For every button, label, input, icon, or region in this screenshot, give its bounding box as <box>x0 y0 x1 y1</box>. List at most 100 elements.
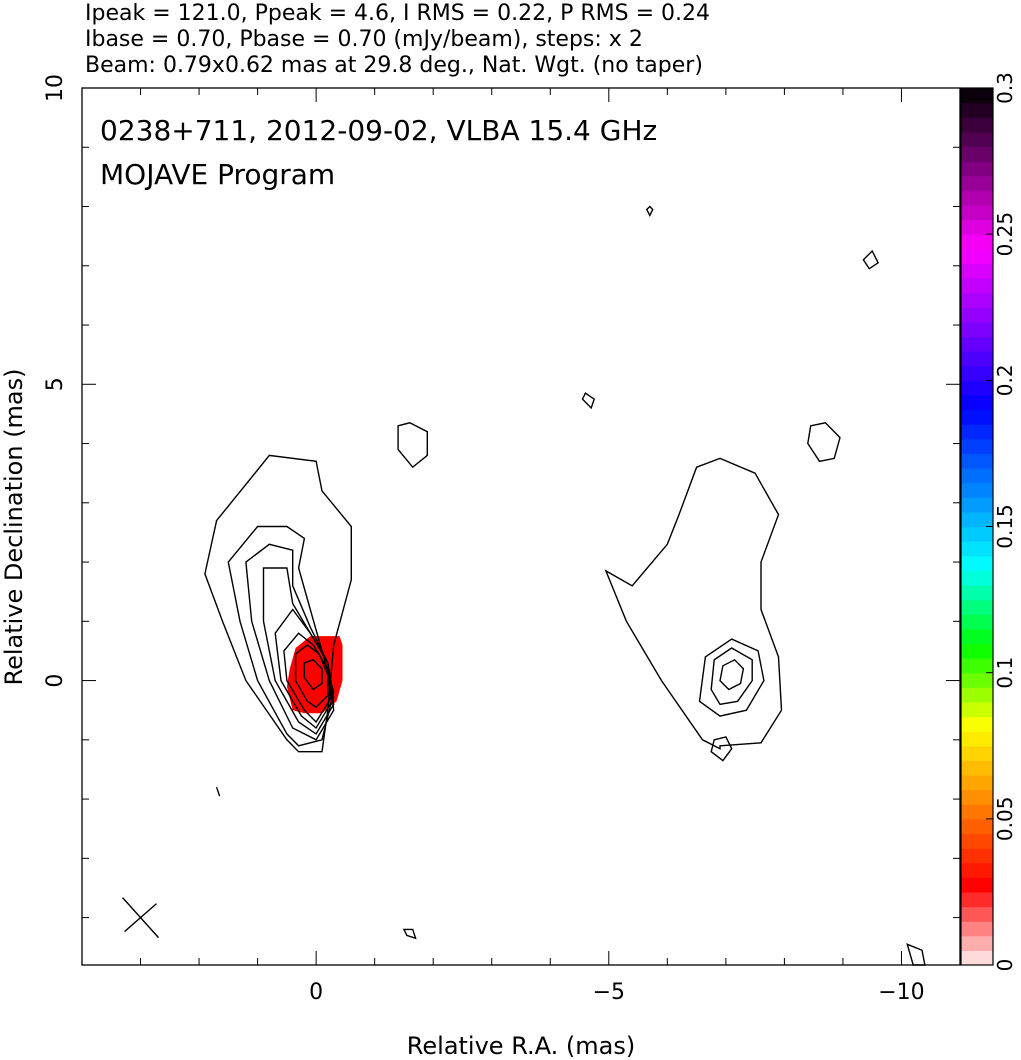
colorbar: 0 0.05 0.1 0.15 0.2 0.25 0.3 <box>960 72 1017 972</box>
colorbar-step <box>961 234 993 250</box>
chart-title: 0238+711, 2012-09-02, VLBA 15.4 GHz <box>100 114 657 147</box>
colorbar-step <box>961 351 993 367</box>
plot-border <box>81 87 961 966</box>
beam-marker <box>122 897 160 939</box>
colorbar-tick-label: 0.3 <box>993 72 1017 104</box>
colorbar-step <box>961 774 993 791</box>
colorbar-step <box>961 131 993 148</box>
colorbar-tick-label: 0.1 <box>993 657 1017 689</box>
colorbar-step <box>961 906 993 922</box>
colorbar-step <box>961 745 993 761</box>
colorbar-step <box>961 599 993 615</box>
colorbar-step <box>961 526 993 542</box>
colorbar-step <box>961 190 993 206</box>
colorbar-step <box>961 833 993 849</box>
colorbar-tick-label: 0 <box>993 959 1017 972</box>
right-contour-1 <box>604 457 783 750</box>
left-contour-6 <box>283 632 332 724</box>
colorbar-step <box>961 336 993 352</box>
colorbar-step <box>961 409 993 425</box>
header-line-1: Ipeak = 121.0, Ppeak = 4.6, I RMS = 0.22… <box>85 1 710 26</box>
colorbar-step <box>961 146 993 162</box>
x-tick-label: −5 <box>593 980 625 1005</box>
left-contour-4 <box>262 567 335 735</box>
axis-ticks: 0 −5 −10 0 5 10 <box>43 74 961 1005</box>
colorbar-step <box>961 117 993 133</box>
colorbar-step <box>961 424 993 440</box>
x-axis-label: Relative R.A. (mas) <box>407 1032 635 1060</box>
colorbar-step <box>961 789 993 805</box>
noise-contour-2 <box>581 392 596 410</box>
colorbar-step <box>961 511 993 528</box>
y-tick-label: 0 <box>43 674 68 688</box>
colorbar-step <box>961 292 993 308</box>
left-contour-7 <box>294 644 329 709</box>
chart-subtitle: MOJAVE Program <box>100 158 335 191</box>
colorbar-step <box>961 175 993 191</box>
colorbar-step <box>961 687 993 703</box>
colorbar-step <box>961 88 993 104</box>
colorbar-step <box>961 555 993 571</box>
colorbar-step <box>961 658 993 674</box>
colorbar-step <box>961 248 993 264</box>
colorbar-step <box>961 380 993 396</box>
x-tick-label: −10 <box>878 980 924 1005</box>
colorbar-step <box>961 848 993 864</box>
noise-contour-6 <box>215 786 221 797</box>
colorbar-step <box>961 614 993 630</box>
colorbar-tick-label: 0.05 <box>993 797 1017 842</box>
colorbar-step <box>961 497 993 513</box>
right-contour-5 <box>710 736 733 762</box>
noise-contour-8 <box>807 422 841 463</box>
y-tick-label: 5 <box>43 377 68 391</box>
colorbar-step <box>961 643 993 659</box>
left-contour-3 <box>245 543 335 741</box>
left-contour-8 <box>303 658 323 691</box>
colorbar-step <box>961 482 993 498</box>
colorbar-step <box>961 438 993 455</box>
beam-minor-axis <box>124 903 157 933</box>
left-contour-5 <box>274 608 335 730</box>
colorbar-step <box>961 672 993 688</box>
right-contour-2 <box>698 638 765 717</box>
colorbar-tick-label: 0.15 <box>993 504 1017 549</box>
noise-contour-7 <box>906 943 926 966</box>
colorbar-step <box>961 818 993 835</box>
colorbar-step <box>961 701 993 718</box>
colorbar-tick-label: 0.25 <box>993 212 1017 257</box>
colorbar-step <box>961 219 993 235</box>
colorbar-step <box>961 862 993 878</box>
contour-lines <box>204 205 926 966</box>
colorbar-step <box>961 161 993 177</box>
colorbar-step <box>961 394 993 411</box>
colorbar-step <box>961 307 993 323</box>
right-contour-3 <box>710 647 753 706</box>
left-contour-1 <box>204 454 352 753</box>
colorbar-step <box>961 204 993 221</box>
colorbar-step <box>961 935 993 951</box>
left-contour-2 <box>227 525 335 747</box>
colorbar-tick-label: 0.2 <box>993 364 1017 396</box>
colorbar-step <box>961 102 993 118</box>
colorbar-step <box>961 877 993 893</box>
colorbar-step <box>961 278 993 294</box>
colorbar-step <box>961 921 993 937</box>
colorbar-step <box>961 804 993 820</box>
colorbar-step <box>961 541 993 557</box>
colorbar-step <box>961 263 993 279</box>
colorbar-step <box>961 321 993 338</box>
colorbar-step <box>961 570 993 586</box>
colorbar-step <box>961 731 993 747</box>
colorbar-step <box>961 891 993 908</box>
header-line-3: Beam: 0.79x0.62 mas at 29.8 deg., Nat. W… <box>85 53 703 78</box>
x-tick-label: 0 <box>309 980 323 1005</box>
noise-contour-4 <box>862 249 880 270</box>
colorbar-step <box>961 584 993 601</box>
colorbar-step <box>961 760 993 776</box>
colorbar-step <box>961 950 993 966</box>
colorbar-step <box>961 365 993 381</box>
colorbar-step <box>961 716 993 732</box>
y-axis-label: Relative Declination (mas) <box>0 368 28 685</box>
colorbar-step <box>961 453 993 469</box>
y-tick-label: 10 <box>43 74 68 102</box>
